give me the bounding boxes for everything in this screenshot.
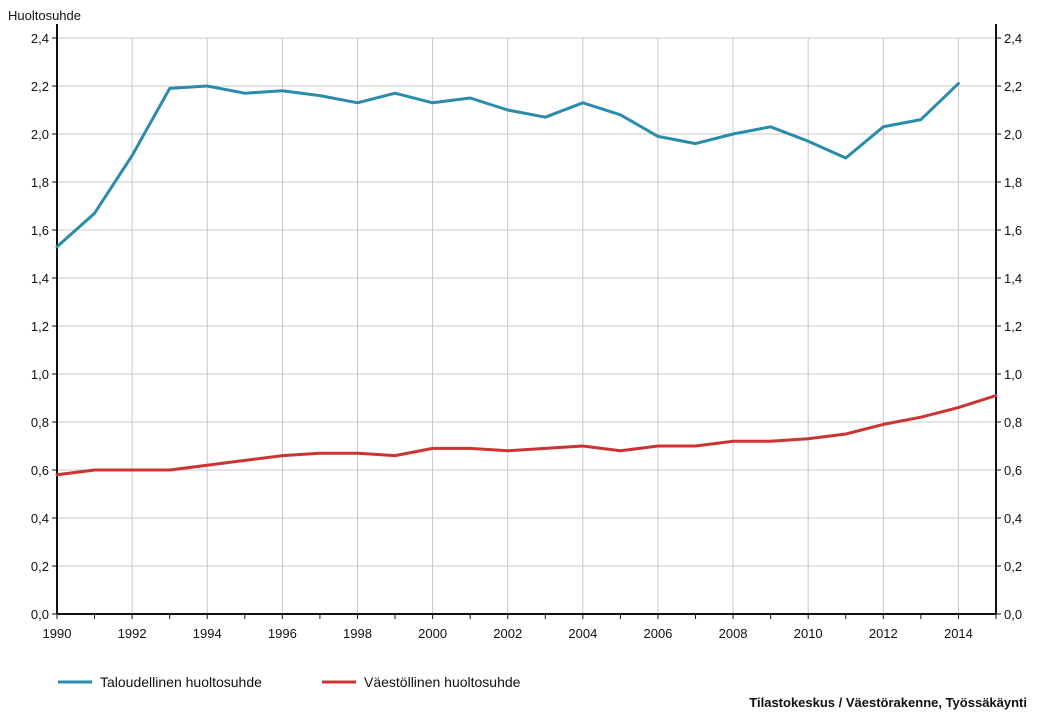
left-y-tick-label: 0,6 xyxy=(31,463,49,478)
left-y-tick-label: 2,4 xyxy=(31,31,49,46)
legend: Taloudellinen huoltosuhde Väestöllinen h… xyxy=(58,674,521,690)
legend-label-vaestollinen: Väestöllinen huoltosuhde xyxy=(364,674,521,690)
right-y-tick-label: 1,2 xyxy=(1004,319,1022,334)
axes xyxy=(56,24,997,615)
left-y-tick-label: 2,0 xyxy=(31,127,49,142)
left-y-axis-ticks: 0,0 0,2 0,4 0,6 0,8 1,0 1,2 1,4 1,6 1,8 2,0 2,2 2,4 xyxy=(31,31,57,622)
x-tick-label: 2012 xyxy=(869,626,898,641)
legend-label-taloudellinen: Taloudellinen huoltosuhde xyxy=(100,674,262,690)
y-axis-label: Huoltosuhde xyxy=(8,8,81,23)
right-y-tick-label: 2,0 xyxy=(1004,127,1022,142)
left-y-tick-label: 1,0 xyxy=(31,367,49,382)
right-y-tick-label: 1,6 xyxy=(1004,223,1022,238)
right-y-tick-label: 0,2 xyxy=(1004,559,1022,574)
grid-lines xyxy=(56,37,996,615)
x-tick-label: 2004 xyxy=(568,626,597,641)
x-tick-label: 2002 xyxy=(493,626,522,641)
x-tick-label: 2000 xyxy=(418,626,447,641)
left-y-tick-label: 0,0 xyxy=(31,607,49,622)
left-y-tick-label: 2,2 xyxy=(31,79,49,94)
series-line-1 xyxy=(55,394,998,477)
x-tick-label: 2010 xyxy=(794,626,823,641)
left-y-tick-label: 0,4 xyxy=(31,511,49,526)
x-tick-label: 1998 xyxy=(343,626,372,641)
left-y-tick-label: 1,6 xyxy=(31,223,49,238)
right-y-axis-ticks: 0,0 0,2 0,4 0,6 0,8 1,0 1,2 1,4 1,6 1,8 2,0 2,2 2,4 xyxy=(996,31,1022,622)
right-y-tick-label: 2,2 xyxy=(1004,79,1022,94)
x-tick-label: 1990 xyxy=(43,626,72,641)
right-y-tick-label: 1,0 xyxy=(1004,367,1022,382)
right-y-tick-label: 1,8 xyxy=(1004,175,1022,190)
left-y-tick-label: 1,4 xyxy=(31,271,49,286)
x-tick-label: 2006 xyxy=(643,626,672,641)
left-y-tick-label: 1,2 xyxy=(31,319,49,334)
x-tick-label: 1996 xyxy=(268,626,297,641)
series-lines xyxy=(55,82,998,477)
right-y-tick-label: 1,4 xyxy=(1004,271,1022,286)
x-axis-ticks: 1990 1992 1994 1996 1998 2000 2002 2004 2006 2008… xyxy=(43,614,997,641)
right-y-tick-label: 0,6 xyxy=(1004,463,1022,478)
right-y-tick-label: 0,0 xyxy=(1004,607,1022,622)
left-y-tick-label: 0,8 xyxy=(31,415,49,430)
x-tick-label: 1994 xyxy=(193,626,222,641)
x-tick-label: 2014 xyxy=(944,626,973,641)
left-y-tick-label: 0,2 xyxy=(31,559,49,574)
left-y-tick-label: 1,8 xyxy=(31,175,49,190)
x-tick-label: 1992 xyxy=(118,626,147,641)
source-note: Tilastokeskus / Väestörakenne, Työssäkäy… xyxy=(749,695,1027,710)
x-tick-label: 2008 xyxy=(719,626,748,641)
right-y-tick-label: 0,8 xyxy=(1004,415,1022,430)
right-y-tick-label: 2,4 xyxy=(1004,31,1022,46)
right-y-tick-label: 0,4 xyxy=(1004,511,1022,526)
series-line-0 xyxy=(55,82,960,249)
